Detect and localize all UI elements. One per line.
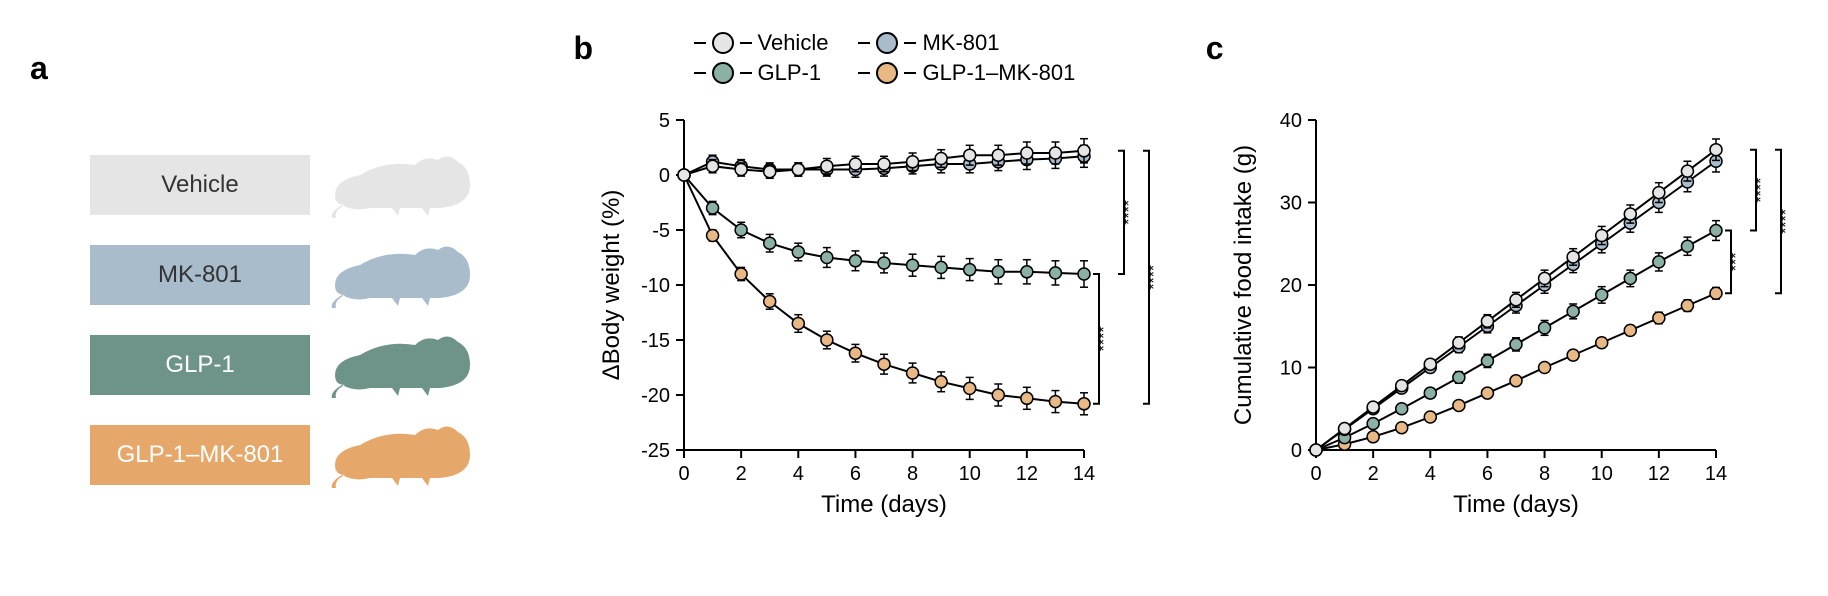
- svg-text:8: 8: [907, 463, 918, 485]
- group-label-box: GLP-1–MK-801: [90, 425, 310, 485]
- panel-b-chart: 0 2 4 6 8 10 12 14 -25 -20 -15 -10 -5 0 5 Time (days) ΔB…: [594, 100, 1154, 530]
- group-row: MK-801: [90, 240, 480, 310]
- svg-text:ΔBody weight (%): ΔBody weight (%): [598, 190, 625, 381]
- svg-text:-5: -5: [652, 220, 670, 242]
- svg-text:-20: -20: [641, 385, 670, 407]
- group-label-text: GLP-1–MK-801: [117, 441, 284, 469]
- legend-item: Vehicle: [694, 30, 829, 56]
- legend-marker: [712, 32, 734, 54]
- group-row: GLP-1–MK-801: [90, 420, 480, 490]
- svg-text:****: ****: [1753, 178, 1770, 203]
- svg-text:14: 14: [1072, 463, 1094, 485]
- svg-text:12: 12: [1647, 463, 1669, 485]
- svg-text:20: 20: [1280, 275, 1302, 297]
- svg-text:****: ****: [1121, 200, 1138, 225]
- svg-text:****: ****: [1146, 265, 1154, 290]
- svg-text:5: 5: [658, 110, 669, 132]
- panel-c-chart: 0 2 4 6 8 10 12 14 0 10 20 30 40 Time (days) Cumulativ…: [1226, 100, 1786, 530]
- svg-text:****: ****: [1778, 209, 1786, 234]
- svg-text:14: 14: [1705, 463, 1727, 485]
- svg-text:10: 10: [1590, 463, 1612, 485]
- panel-b-label: b: [574, 30, 594, 67]
- panel-b: b Vehicle MK-801 GLP-1 GLP-1–MK-801 0 2 4 6…: [564, 20, 1176, 540]
- legend-line: [858, 72, 870, 74]
- group-row: GLP-1: [90, 330, 480, 400]
- svg-text:0: 0: [1310, 463, 1321, 485]
- group-label-text: Vehicle: [161, 171, 238, 199]
- svg-text:40: 40: [1280, 110, 1302, 132]
- svg-text:10: 10: [958, 463, 980, 485]
- svg-text:***: ***: [1728, 253, 1745, 272]
- panel-c: c 0 2 4 6 8 10 12 14 0 10 20 30 40 Time (days) Cumulat…: [1196, 20, 1808, 540]
- legend-line: [740, 72, 752, 74]
- svg-text:10: 10: [1280, 358, 1302, 380]
- legend-item: GLP-1–MK-801: [858, 60, 1075, 86]
- group-label-text: GLP-1: [165, 351, 234, 379]
- mouse-icon: [330, 150, 480, 220]
- legend-line: [694, 42, 706, 44]
- legend-item: GLP-1: [694, 60, 829, 86]
- mouse-icon: [330, 420, 480, 490]
- legend-text: GLP-1–MK-801: [922, 60, 1075, 86]
- group-label-box: GLP-1: [90, 335, 310, 395]
- svg-text:30: 30: [1280, 193, 1302, 215]
- group-list: Vehicle MK-801 GLP-1 GLP-1–MK-801: [90, 150, 480, 510]
- legend-text: GLP-1: [758, 60, 822, 86]
- svg-text:****: ****: [1096, 326, 1113, 351]
- panel-a-label: a: [30, 50, 48, 87]
- group-row: Vehicle: [90, 150, 480, 220]
- legend-item: MK-801: [858, 30, 1075, 56]
- legend-text: Vehicle: [758, 30, 829, 56]
- svg-text:Time (days): Time (days): [821, 491, 947, 518]
- svg-text:12: 12: [1015, 463, 1037, 485]
- svg-text:2: 2: [1367, 463, 1378, 485]
- legend-marker: [712, 62, 734, 84]
- svg-text:-10: -10: [641, 275, 670, 297]
- legend-marker: [876, 62, 898, 84]
- legend-line: [904, 72, 916, 74]
- svg-text:6: 6: [849, 463, 860, 485]
- group-label-box: Vehicle: [90, 155, 310, 215]
- legend-text: MK-801: [922, 30, 999, 56]
- panel-c-label: c: [1206, 30, 1224, 67]
- mouse-icon: [330, 240, 480, 310]
- legend-line: [904, 42, 916, 44]
- svg-text:2: 2: [735, 463, 746, 485]
- svg-text:4: 4: [792, 463, 803, 485]
- legend-line: [858, 42, 870, 44]
- legend-marker: [876, 32, 898, 54]
- legend-line: [740, 42, 752, 44]
- group-label-box: MK-801: [90, 245, 310, 305]
- mouse-icon: [330, 330, 480, 400]
- svg-text:6: 6: [1482, 463, 1493, 485]
- svg-text:0: 0: [1291, 440, 1302, 462]
- svg-text:-25: -25: [641, 440, 670, 462]
- svg-text:8: 8: [1539, 463, 1550, 485]
- svg-text:4: 4: [1424, 463, 1435, 485]
- panel-a: a Vehicle MK-801 GLP-1 GLP-1–MK-801: [30, 20, 544, 540]
- svg-text:Time (days): Time (days): [1453, 491, 1579, 518]
- svg-text:Cumulative food intake (g): Cumulative food intake (g): [1230, 145, 1257, 425]
- svg-text:-15: -15: [641, 330, 670, 352]
- legend-line: [694, 72, 706, 74]
- svg-text:0: 0: [658, 165, 669, 187]
- group-label-text: MK-801: [158, 261, 242, 289]
- svg-text:0: 0: [678, 463, 689, 485]
- panel-b-legend: Vehicle MK-801 GLP-1 GLP-1–MK-801: [694, 30, 1076, 86]
